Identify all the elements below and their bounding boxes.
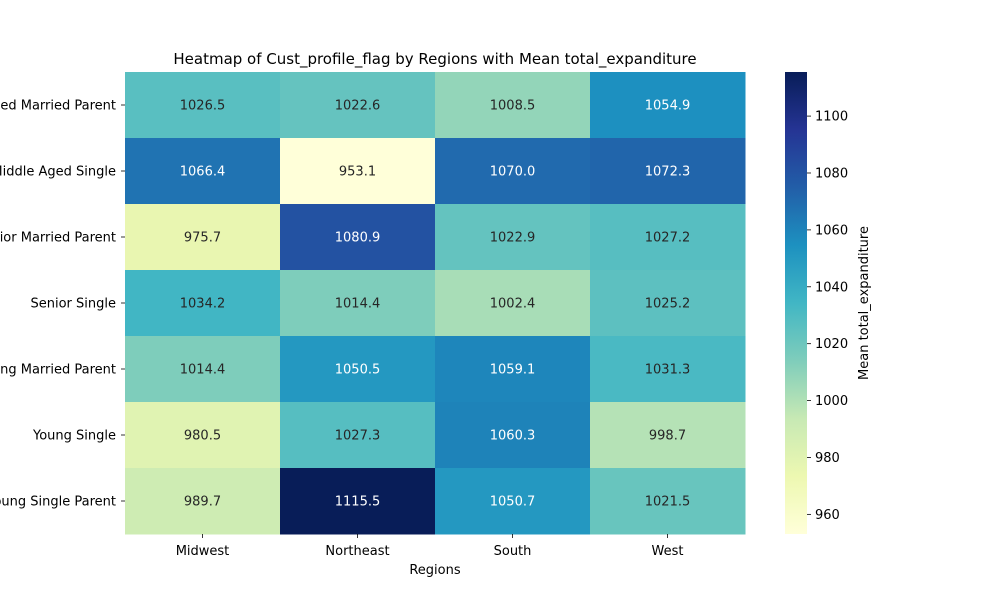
colorbar-tick-label: 1100 bbox=[815, 110, 848, 125]
cell-value-label: 1115.5 bbox=[335, 495, 381, 510]
heatmap-cell bbox=[435, 204, 591, 271]
y-tick-label: Young Married Parent bbox=[0, 363, 116, 378]
y-tick-label: Middle Aged Single bbox=[0, 165, 116, 180]
cell-value-label: 953.1 bbox=[339, 165, 376, 180]
cell-value-label: 1014.4 bbox=[335, 297, 381, 312]
cell-value-label: 1027.3 bbox=[335, 429, 381, 444]
x-axis-ticks: Midwest Northeast South West bbox=[176, 534, 684, 559]
y-axis-ticks: Middle Aged Married Parent Middle Aged Si… bbox=[0, 99, 125, 510]
heatmap-cell bbox=[125, 336, 281, 403]
colorbar-tick-label: 1080 bbox=[815, 166, 848, 181]
heatmap-cell bbox=[280, 336, 436, 403]
heatmap-cell bbox=[280, 468, 436, 535]
colorbar-tick-label: 980 bbox=[815, 451, 840, 466]
heatmap-cell bbox=[590, 204, 746, 271]
heatmap-cell bbox=[435, 270, 591, 337]
cell-value-label: 975.7 bbox=[184, 231, 221, 246]
colorbar-tick-label: 1020 bbox=[815, 337, 848, 352]
x-axis-label: Regions bbox=[409, 563, 461, 578]
heatmap-cells: 1026.5 1022.6 1008.5 1054.9 1066.4 953.1 1070.… bbox=[125, 72, 746, 535]
cell-value-label: 1022.6 bbox=[335, 99, 381, 114]
heatmap-cell bbox=[125, 402, 281, 469]
colorbar-tick-label: 1040 bbox=[815, 280, 848, 295]
heatmap-cell bbox=[435, 72, 591, 139]
heatmap-cell bbox=[590, 336, 746, 403]
heatmap-cell bbox=[590, 270, 746, 337]
heatmap-cell bbox=[435, 402, 591, 469]
heatmap-cell bbox=[280, 270, 436, 337]
cell-value-label: 1034.2 bbox=[180, 297, 226, 312]
colorbar-tick-label: 1060 bbox=[815, 223, 848, 238]
cell-value-label: 1021.5 bbox=[645, 495, 691, 510]
y-tick-label: Middle Aged Married Parent bbox=[0, 99, 116, 114]
cell-value-label: 1060.3 bbox=[490, 429, 536, 444]
cell-value-label: 1050.5 bbox=[335, 363, 381, 378]
cell-value-label: 1031.3 bbox=[645, 363, 691, 378]
heatmap-cell bbox=[435, 468, 591, 535]
cell-value-label: 1070.0 bbox=[490, 165, 536, 180]
colorbar-gradient bbox=[785, 72, 807, 534]
x-tick-label: West bbox=[652, 544, 684, 559]
x-tick-label: Northeast bbox=[325, 544, 389, 559]
cell-value-label: 1072.3 bbox=[645, 165, 691, 180]
heatmap-cell bbox=[125, 138, 281, 205]
cell-value-label: 1050.7 bbox=[490, 495, 536, 510]
y-tick-label: Senior Married Parent bbox=[0, 231, 116, 246]
heatmap-cell bbox=[280, 138, 436, 205]
colorbar-tick-label: 960 bbox=[815, 508, 840, 523]
y-tick-label: Young Single bbox=[32, 429, 116, 444]
cell-value-label: 1014.4 bbox=[180, 363, 226, 378]
colorbar-label: Mean total_expanditure bbox=[857, 226, 872, 380]
heatmap-cell bbox=[590, 468, 746, 535]
heatmap-cell bbox=[280, 402, 436, 469]
heatmap-cell bbox=[280, 204, 436, 271]
chart-title: Heatmap of Cust_profile_flag by Regions … bbox=[173, 50, 696, 69]
heatmap-cell bbox=[435, 336, 591, 403]
x-tick-label: South bbox=[494, 544, 532, 559]
heatmap-cell bbox=[125, 204, 281, 271]
heatmap-cell bbox=[590, 402, 746, 469]
cell-value-label: 1022.9 bbox=[490, 231, 536, 246]
colorbar: 960 980 1000 1020 1040 1060 1080 1100 bbox=[785, 72, 848, 534]
x-tick-label: Midwest bbox=[176, 544, 230, 559]
heatmap-cell bbox=[280, 72, 436, 139]
cell-value-label: 1008.5 bbox=[490, 99, 536, 114]
heatmap-cell bbox=[125, 270, 281, 337]
heatmap-cell bbox=[590, 138, 746, 205]
cell-value-label: 1025.2 bbox=[645, 297, 691, 312]
y-tick-label: Senior Single bbox=[31, 297, 117, 312]
heatmap-cell bbox=[125, 72, 281, 139]
cell-value-label: 989.7 bbox=[184, 495, 221, 510]
heatmap-cell bbox=[125, 468, 281, 535]
cell-value-label: 1002.4 bbox=[490, 297, 536, 312]
colorbar-tick-label: 1000 bbox=[815, 394, 848, 409]
cell-value-label: 998.7 bbox=[649, 429, 686, 444]
cell-value-label: 1059.1 bbox=[490, 363, 536, 378]
cell-value-label: 1026.5 bbox=[180, 99, 226, 114]
heatmap-cell bbox=[590, 72, 746, 139]
cell-value-label: 1066.4 bbox=[180, 165, 226, 180]
cell-value-label: 1080.9 bbox=[335, 231, 381, 246]
heatmap-cell bbox=[435, 138, 591, 205]
cell-value-label: 980.5 bbox=[184, 429, 221, 444]
cell-value-label: 1027.2 bbox=[645, 231, 691, 246]
cell-value-label: 1054.9 bbox=[645, 99, 691, 114]
y-tick-label: Young Single Parent bbox=[0, 495, 116, 510]
